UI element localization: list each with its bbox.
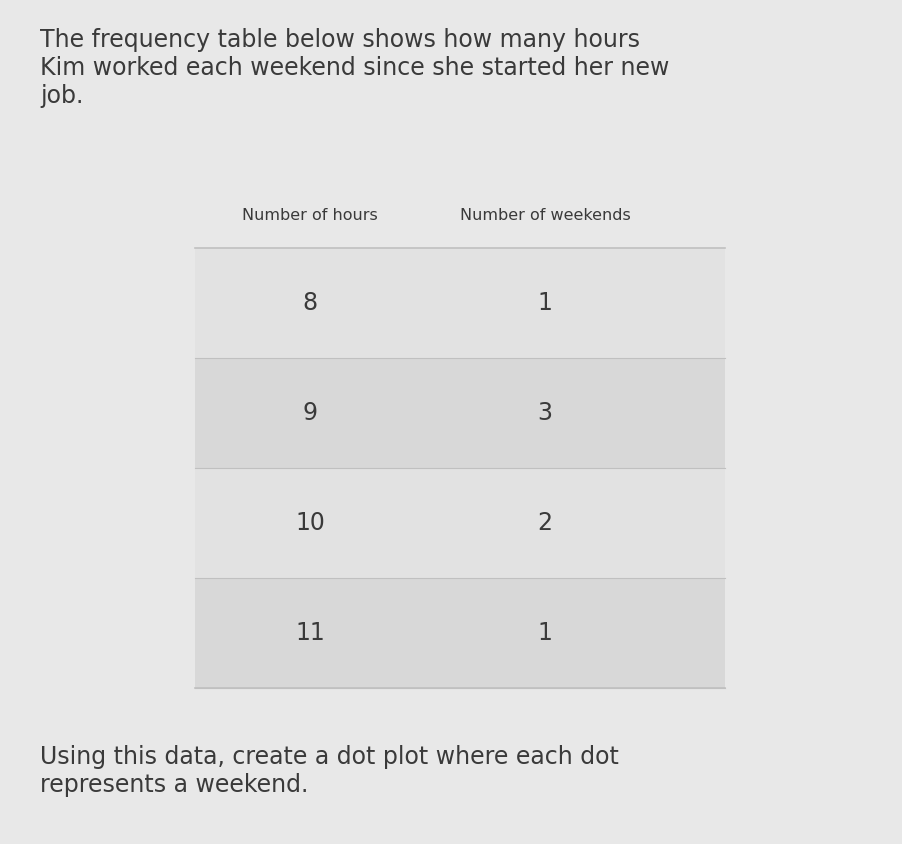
FancyBboxPatch shape <box>195 248 724 688</box>
Text: 8: 8 <box>302 291 318 315</box>
FancyBboxPatch shape <box>195 468 724 578</box>
Text: 1: 1 <box>537 291 552 315</box>
FancyBboxPatch shape <box>195 248 724 358</box>
Text: 1: 1 <box>537 621 552 645</box>
FancyBboxPatch shape <box>195 358 724 468</box>
Text: 11: 11 <box>295 621 325 645</box>
Text: Using this data, create a dot plot where each dot
represents a weekend.: Using this data, create a dot plot where… <box>40 745 618 797</box>
Text: 10: 10 <box>295 511 325 535</box>
Text: 9: 9 <box>302 401 318 425</box>
Text: 2: 2 <box>537 511 552 535</box>
Text: Number of weekends: Number of weekends <box>459 208 630 223</box>
FancyBboxPatch shape <box>195 578 724 688</box>
Text: The frequency table below shows how many hours
Kim worked each weekend since she: The frequency table below shows how many… <box>40 28 668 107</box>
Text: 3: 3 <box>537 401 552 425</box>
Text: Number of hours: Number of hours <box>242 208 377 223</box>
